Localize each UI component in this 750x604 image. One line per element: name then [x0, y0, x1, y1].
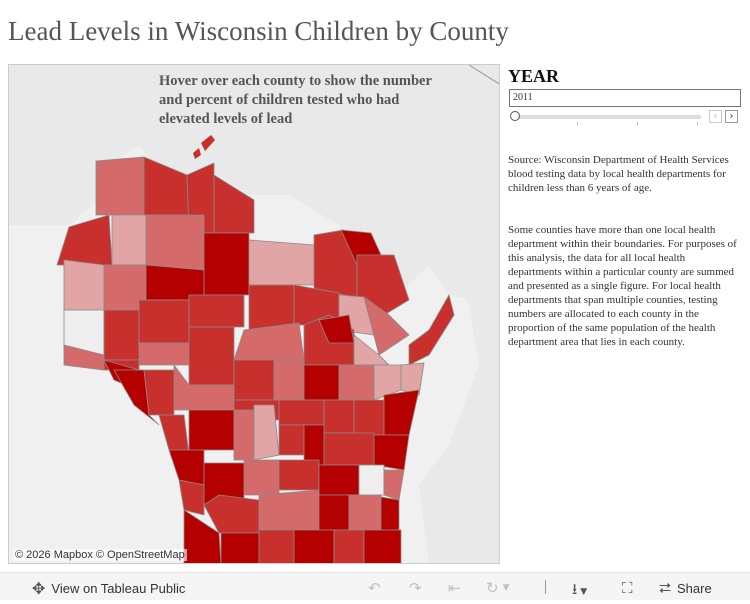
- county[interactable]: [363, 296, 410, 356]
- county[interactable]: [183, 509, 222, 564]
- undo-button[interactable]: ↶: [368, 579, 381, 597]
- county[interactable]: [178, 479, 205, 516]
- download-icon: ⭳: [572, 580, 578, 598]
- county[interactable]: [323, 432, 375, 466]
- county-island[interactable]: [201, 135, 215, 151]
- county[interactable]: [353, 399, 385, 436]
- county[interactable]: [278, 459, 320, 491]
- county[interactable]: [323, 399, 355, 434]
- year-filter-title: YEAR: [508, 66, 560, 86]
- map-attribution[interactable]: © 2026 Mapbox © OpenStreetMap: [13, 549, 187, 561]
- county[interactable]: [188, 326, 235, 386]
- county[interactable]: [278, 399, 325, 426]
- county[interactable]: [95, 156, 145, 216]
- year-slider-track[interactable]: [513, 115, 701, 119]
- source-text: Source: Wisconsin Department of Health S…: [508, 154, 729, 194]
- county[interactable]: [113, 369, 160, 426]
- county[interactable]: [248, 284, 295, 331]
- county-map[interactable]: Hover over each county to show the numbe…: [8, 64, 500, 564]
- share-label: Share: [677, 580, 712, 596]
- county[interactable]: [318, 464, 360, 496]
- county[interactable]: [173, 363, 235, 411]
- hover-instructions: Hover over each county to show the numbe…: [159, 73, 432, 127]
- county[interactable]: [303, 364, 340, 401]
- county[interactable]: [338, 364, 375, 401]
- revert-button[interactable]: ⇤: [448, 579, 461, 597]
- view-on-tableau-label: View on Tableau Public: [51, 581, 186, 596]
- map-canvas[interactable]: [9, 65, 500, 564]
- county[interactable]: [348, 494, 382, 531]
- border-line: [468, 65, 499, 85]
- download-button[interactable]: ⭳ ▼: [572, 579, 587, 604]
- county[interactable]: [143, 369, 175, 416]
- county[interactable]: [273, 359, 305, 401]
- tableau-logo-icon: ✥: [32, 579, 46, 598]
- county[interactable]: [243, 459, 280, 496]
- county[interactable]: [258, 529, 295, 564]
- county[interactable]: [400, 362, 425, 396]
- county[interactable]: [188, 409, 235, 451]
- county[interactable]: [138, 299, 190, 344]
- page-title: Lead Levels in Wisconsin Children by Cou…: [8, 16, 509, 46]
- county[interactable]: [380, 496, 400, 531]
- year-slider-thumb[interactable]: [510, 111, 520, 121]
- county[interactable]: [213, 174, 255, 234]
- refresh-icon: ↻: [486, 579, 499, 597]
- county[interactable]: [233, 359, 275, 401]
- share-button[interactable]: ⮂ Share: [659, 579, 712, 597]
- county[interactable]: [220, 532, 260, 564]
- county[interactable]: [303, 424, 325, 466]
- previous-year-button[interactable]: ‹: [709, 110, 722, 123]
- undo-icon: ↶: [368, 579, 381, 597]
- county[interactable]: [358, 464, 385, 496]
- county[interactable]: [278, 424, 305, 456]
- share-icon: ⮂: [659, 579, 672, 597]
- county[interactable]: [145, 214, 205, 271]
- county[interactable]: [293, 529, 335, 564]
- view-on-tableau-link[interactable]: ✥ View on Tableau Public: [32, 579, 185, 598]
- redo-icon: ↷: [409, 579, 422, 597]
- county[interactable]: [318, 494, 350, 531]
- county[interactable]: [258, 489, 320, 531]
- refresh-button[interactable]: ↻ ▼: [486, 579, 510, 597]
- county[interactable]: [333, 529, 365, 564]
- fullscreen-icon: ⛶: [622, 579, 633, 597]
- county[interactable]: [111, 214, 147, 266]
- lake-michigan: [389, 235, 499, 563]
- county[interactable]: [233, 409, 255, 461]
- tableau-toolbar: ✥ View on Tableau Public ↶ ↷ ⇤ ↻ ▼ ⭳ ▼ ⛶ ⮂…: [0, 572, 750, 600]
- toolbar-separator: [545, 580, 546, 594]
- county[interactable]: [248, 239, 315, 286]
- methodology-note: Some counties have more than one local h…: [508, 224, 737, 348]
- revert-icon: ⇤: [448, 579, 461, 597]
- county[interactable]: [356, 254, 410, 316]
- county[interactable]: [103, 309, 140, 361]
- year-filter-value[interactable]: 2011: [509, 89, 741, 107]
- county[interactable]: [363, 529, 402, 564]
- county-island[interactable]: [193, 148, 201, 159]
- redo-button[interactable]: ↷: [409, 579, 422, 597]
- county[interactable]: [138, 342, 190, 366]
- fullscreen-button[interactable]: ⛶: [622, 579, 633, 597]
- county[interactable]: [203, 232, 250, 296]
- county[interactable]: [63, 259, 105, 311]
- next-year-button[interactable]: ›: [725, 110, 738, 123]
- county[interactable]: [188, 294, 245, 328]
